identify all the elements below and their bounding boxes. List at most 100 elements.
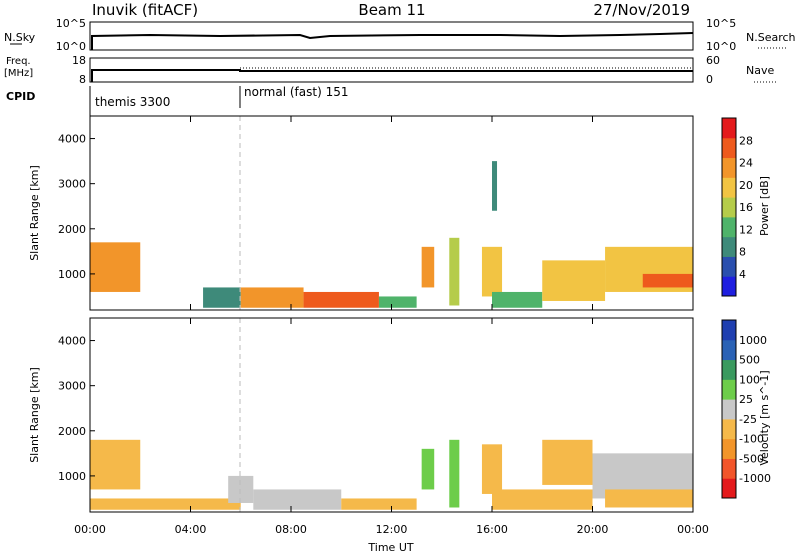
power-band-2 — [240, 287, 304, 308]
velocity-ytick-label-2: 3000 — [58, 380, 86, 393]
power-band-1 — [203, 287, 241, 308]
noise-sky-line — [91, 32, 694, 50]
velocity-colorbar-tick-4: -25 — [739, 413, 757, 426]
velocity-colorbar-tick-2: 100 — [739, 373, 760, 386]
power-band-4 — [378, 296, 417, 308]
velocity-colorbar-swatch-6 — [722, 359, 736, 380]
noise-left-tick-top: 10^5 — [56, 17, 86, 30]
velocity-data-layer — [90, 439, 693, 510]
power-colorbar-swatch-2 — [722, 236, 736, 257]
power-ytick-label-1: 2000 — [58, 223, 86, 236]
power-colorbar-swatch-6 — [722, 157, 736, 178]
cpid-label: CPID — [6, 90, 35, 103]
power-axes: 1000 2000 3000 4000 — [58, 116, 694, 310]
x-tick-label-4: 16:00 — [476, 523, 508, 536]
velocity-band-5 — [421, 448, 435, 490]
date-title: 27/Nov/2019 — [593, 1, 690, 19]
velocity-band-9 — [542, 439, 593, 485]
power-colorbar-tick-6: 28 — [739, 134, 753, 147]
velocity-panel: 1000 2000 3000 4000 — [58, 317, 694, 513]
power-colorbar-tick-0: 4 — [739, 268, 746, 281]
power-band-5 — [421, 246, 435, 288]
freq-line — [91, 69, 693, 82]
noise-right-tick-top: 10^5 — [706, 17, 736, 30]
velocity-colorbar-tick-0: 1000 — [739, 334, 767, 347]
power-colorbar-swatch-0 — [722, 276, 736, 297]
velocity-band-4 — [341, 498, 417, 510]
beam-title: Beam 11 — [358, 1, 425, 19]
x-tick-label-6: 00:00 — [677, 523, 709, 536]
power-colorbar-tick-4: 20 — [739, 179, 753, 192]
x-tick-label-3: 12:00 — [376, 523, 408, 536]
velocity-colorbar-tick-1: 500 — [739, 354, 760, 367]
power-band-11 — [642, 273, 693, 288]
power-colorbar-frame — [721, 117, 737, 297]
velocity-colorbar-swatch-7 — [722, 339, 736, 361]
power-colorbar-tick-2: 12 — [739, 223, 753, 236]
velocity-ytick-label-3: 4000 — [58, 335, 86, 348]
power-band-7 — [481, 246, 503, 297]
freq-tick-top: 18 — [72, 54, 86, 67]
velocity-colorbar-swatch-4 — [722, 399, 736, 420]
power-data-layer — [90, 161, 693, 308]
power-colorbar-swatch-4 — [722, 197, 736, 218]
power-band-8 — [492, 291, 543, 308]
velocity-colorbar-tick-7: -1000 — [739, 472, 771, 485]
velocity-band-11 — [605, 489, 693, 508]
power-band-12 — [492, 161, 498, 211]
power-band-0 — [90, 242, 141, 292]
x-tick-label-2: 08:00 — [275, 523, 307, 536]
velocity-band-6 — [449, 439, 460, 508]
velocity-colorbar-swatch-5 — [722, 379, 736, 400]
power-colorbar-swatch-5 — [722, 177, 736, 198]
x-tick-labels: 00:00 04:00 08:00 12:00 16:00 20:00 00:00 — [74, 523, 709, 536]
velocity-colorbar-swatch-2 — [722, 438, 736, 459]
noise-right-tick-bottom: 10^0 — [706, 40, 736, 53]
velocity-colorbar-swatch-8 — [722, 320, 736, 341]
power-band-9 — [542, 260, 606, 301]
x-tick-label-0: 00:00 — [74, 523, 106, 536]
velocity-colorbar-tick-5: -100 — [739, 433, 764, 446]
power-ytick-label-0: 1000 — [58, 268, 86, 281]
nave-tick-bottom: 0 — [706, 73, 713, 86]
cpid-segment-0: themis 3300 — [95, 95, 170, 109]
noise-panel-frame — [89, 21, 694, 51]
velocity-band-2 — [228, 475, 254, 503]
x-axis-label: Time UT — [367, 541, 413, 554]
power-colorbar: 4 8 12 16 20 24 28 — [721, 117, 753, 297]
noise-right-label: N.Search — [746, 31, 796, 44]
velocity-ylabel: Slant Range [km] — [28, 367, 41, 463]
nave-tick-top: 60 — [706, 54, 720, 67]
power-colorbar-tick-5: 24 — [739, 157, 753, 170]
noise-left-label: N.Sky — [4, 31, 36, 44]
freq-label-1: Freq. — [6, 56, 31, 67]
power-band-3 — [303, 291, 379, 308]
velocity-colorbar-tick-3: 25 — [739, 393, 753, 406]
velocity-axes: 1000 2000 3000 4000 — [58, 318, 694, 512]
station-title: Inuvik (fitACF) — [92, 1, 198, 19]
velocity-ytick-label-1: 2000 — [58, 425, 86, 438]
power-colorbar-swatch-7 — [722, 137, 736, 159]
freq-label-2: [MHz] — [4, 68, 33, 79]
freq-tick-bottom: 8 — [79, 73, 86, 86]
velocity-band-3 — [253, 489, 342, 510]
power-panel: 1000 2000 3000 4000 — [58, 115, 694, 311]
x-tick-label-5: 20:00 — [577, 523, 609, 536]
velocity-colorbar-tick-6: -500 — [739, 452, 764, 465]
velocity-band-0 — [90, 439, 141, 490]
power-colorbar-label: Power [dB] — [758, 176, 771, 236]
power-band-6 — [449, 237, 460, 306]
velocity-colorbar-swatch-1 — [722, 458, 736, 479]
nave-label: Nave — [746, 64, 774, 77]
velocity-band-7 — [481, 444, 503, 494]
velocity-colorbar-swatch-3 — [722, 418, 736, 440]
velocity-ytick-label-0: 1000 — [58, 470, 86, 483]
velocity-band-1 — [90, 498, 241, 510]
power-colorbar-tick-3: 16 — [739, 201, 753, 214]
power-ylabel: Slant Range [km] — [28, 165, 41, 261]
velocity-colorbar-swatch-0 — [722, 478, 736, 499]
velocity-band-8 — [492, 489, 593, 510]
noise-left-tick-bottom: 10^0 — [56, 40, 86, 53]
velocity-colorbar-frame — [721, 319, 737, 499]
